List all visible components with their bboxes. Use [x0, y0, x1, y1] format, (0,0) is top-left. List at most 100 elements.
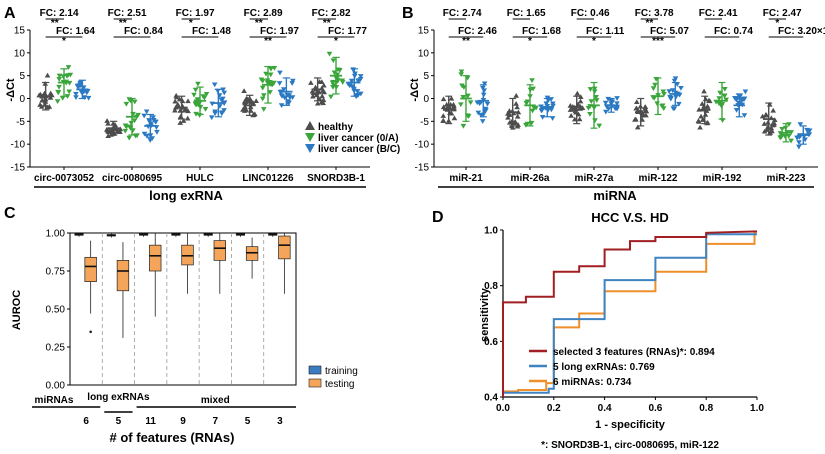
panel-b-point-liver-cancer-b-c-	[667, 96, 674, 102]
panel-b-category-label: miR-122	[639, 173, 678, 184]
panel-a-point-liver-cancer-b-c-	[83, 90, 90, 96]
panel-d-roc-line-0	[502, 230, 758, 397]
panel-b-point-liver-cancer-0-a-	[533, 105, 539, 111]
panel-b-point-liver-cancer-0-a-	[652, 82, 658, 88]
panel-b-category-label: miR-21	[449, 173, 483, 184]
panel-b-fc-label: FC: 5.07	[650, 26, 689, 37]
panel-a-ytick-label: -15	[11, 163, 26, 174]
panel-b-ytick-label: 15	[418, 26, 430, 37]
panel-a-ytick-label: 10	[14, 48, 26, 59]
panel-b-point-liver-cancer-b-c-	[479, 119, 486, 124]
panel-a-point-liver-cancer-0-a-	[268, 66, 274, 72]
panel-b-point-liver-cancer-b-c-	[739, 97, 746, 102]
panel-a-point-liver-cancer-b-c-	[350, 67, 356, 73]
panel-b-point-healthy	[514, 113, 521, 119]
panel-d-legend-label-0: selected 3 features (RNAs)*: 0.894	[553, 347, 715, 358]
panel-a-category-label: LINC01226	[242, 173, 294, 184]
panel-b-point-healthy	[771, 117, 778, 123]
panel-d-legend-label-2: 6 miRNAs: 0.734	[553, 377, 632, 388]
panel-c-ytick-label: 0.00	[46, 381, 66, 392]
panel-b-point-liver-cancer-b-c-	[549, 116, 556, 121]
panel-b-point-liver-cancer-0-a-	[721, 93, 728, 99]
panel-b-point-liver-cancer-b-c-	[612, 106, 619, 112]
panel-b-point-liver-cancer-0-a-	[587, 111, 593, 117]
panel-b-point-healthy	[577, 94, 584, 99]
panel-b-point-healthy	[514, 123, 521, 129]
panel-b-point-liver-cancer-b-c-	[796, 134, 803, 140]
panel-b-ytick-label: -5	[420, 117, 429, 128]
panel-a-point-liver-cancer-0-a-	[259, 85, 266, 91]
panel-a-point-healthy	[310, 93, 316, 99]
panel-a-point-healthy	[173, 94, 180, 100]
panel-a-point-healthy	[105, 129, 112, 135]
panel-c-group-label: miRNAs	[35, 395, 74, 406]
panel-c-legend: training testing	[308, 365, 358, 390]
panel-b-point-liver-cancer-b-c-	[733, 107, 740, 113]
panel-a-point-liver-cancer-b-c-	[73, 91, 79, 97]
panel-b-point-liver-cancer-b-c-	[550, 101, 556, 107]
panel-a-point-liver-cancer-0-a-	[193, 111, 199, 117]
panel-a-point-liver-cancer-b-c-	[355, 78, 362, 84]
panel-b-point-liver-cancer-b-c-	[482, 106, 489, 112]
panel-b-ytick-label: -10	[415, 140, 430, 151]
panel-a-ytick-label: 0	[19, 94, 25, 105]
panel-a-point-liver-cancer-0-a-	[191, 92, 197, 98]
panel-b-point-healthy	[634, 124, 641, 130]
panel-b-point-liver-cancer-0-a-	[788, 138, 794, 144]
panel-a-point-healthy	[308, 80, 314, 85]
panel-b-point-liver-cancer-0-a-	[460, 94, 467, 100]
panel-b-point-liver-cancer-b-c-	[666, 89, 672, 94]
panel-a-significance: **	[255, 18, 263, 29]
panel-b-point-healthy	[768, 125, 775, 131]
panel-b-point-liver-cancer-b-c-	[676, 101, 682, 107]
panel-b-ytick-label: 10	[418, 48, 430, 59]
panel-a-point-liver-cancer-0-a-	[123, 101, 130, 107]
panel-a-point-liver-cancer-b-c-	[208, 115, 215, 121]
panel-a-point-liver-cancer-b-c-	[277, 70, 283, 76]
panel-b-point-healthy	[448, 110, 455, 116]
panel-c-feature-count: 7	[213, 416, 219, 427]
legend-training-label: training	[325, 366, 358, 377]
panel-b-fc-label: FC: 2.74	[443, 8, 482, 19]
legend-liver-bc-marker	[305, 144, 315, 153]
panel-b-point-liver-cancer-0-a-	[458, 72, 465, 77]
panel-a-point-healthy	[252, 111, 258, 117]
panel-a-significance: **	[51, 18, 59, 29]
panel-a-point-liver-cancer-b-c-	[85, 95, 92, 101]
panel-b-category-label: miR-27a	[575, 173, 614, 184]
panel-a-point-healthy	[310, 90, 317, 96]
panel-b-point-healthy	[440, 96, 447, 102]
panel-a-point-healthy	[105, 120, 111, 126]
panel-b-point-liver-cancer-b-c-	[602, 100, 609, 106]
panel-b-point-liver-cancer-b-c-	[671, 78, 678, 84]
panel-a-point-liver-cancer-b-c-	[289, 81, 295, 86]
panel-c-ytick-label: 1.00	[46, 229, 66, 240]
panel-a-point-liver-cancer-b-c-	[218, 97, 225, 103]
panel-b-point-healthy	[451, 115, 458, 121]
panel-a-point-healthy	[172, 107, 178, 113]
panel-b-fc-label: FC: 3.20×10−3	[778, 25, 825, 37]
panel-c-testing-box	[84, 256, 97, 282]
panel-a-point-healthy	[253, 98, 259, 104]
panel-label-a: A	[4, 5, 16, 22]
panel-a-point-liver-cancer-0-a-	[192, 101, 199, 107]
panel-a-significance: **	[323, 18, 331, 29]
panel-c-boxplot: AUROC # of features (RNAs) training test…	[11, 229, 358, 446]
panel-b-significance: ***	[652, 36, 664, 47]
panel-d-xtick-label: 1.0	[750, 403, 764, 414]
panel-b-point-healthy	[697, 124, 703, 130]
panel-a-point-healthy	[42, 90, 48, 96]
panel-a-point-healthy	[37, 102, 43, 107]
panel-a-ytick-label: 5	[19, 71, 25, 82]
panel-d-ytick-label: 0.6	[484, 337, 498, 348]
panel-b-point-liver-cancer-0-a-	[530, 86, 536, 92]
panel-a-significance: *	[334, 36, 338, 47]
panel-a-point-liver-cancer-b-c-	[276, 81, 283, 86]
panel-a-point-healthy	[47, 90, 54, 96]
legend-healthy-label: healthy	[318, 122, 353, 133]
panel-a-point-healthy	[314, 100, 321, 106]
panel-b-point-liver-cancer-0-a-	[593, 95, 599, 100]
panel-a-point-liver-cancer-0-a-	[259, 78, 266, 84]
panel-b-fc-label: FC: 1.68	[522, 26, 561, 37]
